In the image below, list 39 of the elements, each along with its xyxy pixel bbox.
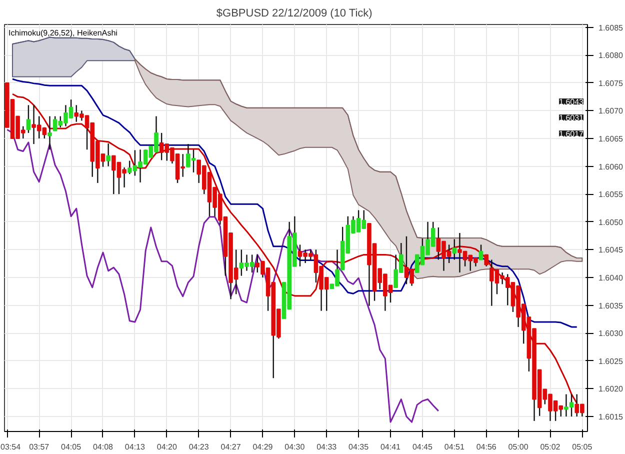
y-tick-label: 1.6045 [598,246,624,255]
y-tick-label: 1.6055 [598,190,624,200]
chart-title: $GBPUSD 22/12/2009 (10 Tick) [216,8,372,20]
x-tick-label: 04:51 [444,442,465,452]
y-tick-label: 1.6020 [598,384,624,394]
y-tick-label: 1.6085 [598,23,624,32]
y-tick-label: 1.6030 [598,329,624,338]
y-tick-label: 1.6065 [598,134,624,144]
x-tick-label: 04:20 [156,442,178,452]
y-tick-label: 1.6060 [598,162,624,172]
x-tick-label: 04:41 [380,442,402,452]
y-tick-label: 1.6080 [598,51,624,60]
x-tick-label: 04:05 [61,442,82,452]
x-tick-label: 04:35 [348,442,370,452]
annotation: 1.6017 [559,130,584,138]
x-tick-label: 04:13 [124,442,146,452]
y-tick-label: 1.6015 [598,412,624,422]
annotation: Ichimoku(9,26,52), HeikenAshi [8,28,118,38]
annotation: 1.6031 [559,114,584,122]
x-tick-label: 04:56 [476,442,497,452]
x-tick-label: 03:57 [29,442,50,452]
annotation: 1.6043 [559,98,584,106]
x-tick-label: 04:45 [412,442,434,452]
x-tick-label: 04:33 [316,442,338,452]
y-tick-label: 1.6025 [598,356,624,366]
x-tick-label: 04:30 [284,442,306,452]
y-tick-label: 1.6050 [598,218,624,227]
y-tick-label: 1.6070 [598,106,624,116]
x-tick-label: 03:54 [0,442,22,452]
x-tick-label: 04:23 [188,442,210,452]
x-tick-label: 05:00 [508,442,529,452]
x-tick-label: 05:02 [540,442,561,452]
y-tick-label: 1.6035 [598,301,624,310]
y-tick-label: 1.6075 [598,78,624,88]
x-tick-label: 04:27 [220,442,242,452]
y-tick-label: 1.6040 [598,273,624,282]
x-tick-label: 05:05 [572,442,593,452]
x-tick-label: 04:29 [252,442,274,452]
x-tick-label: 04:08 [92,442,114,452]
